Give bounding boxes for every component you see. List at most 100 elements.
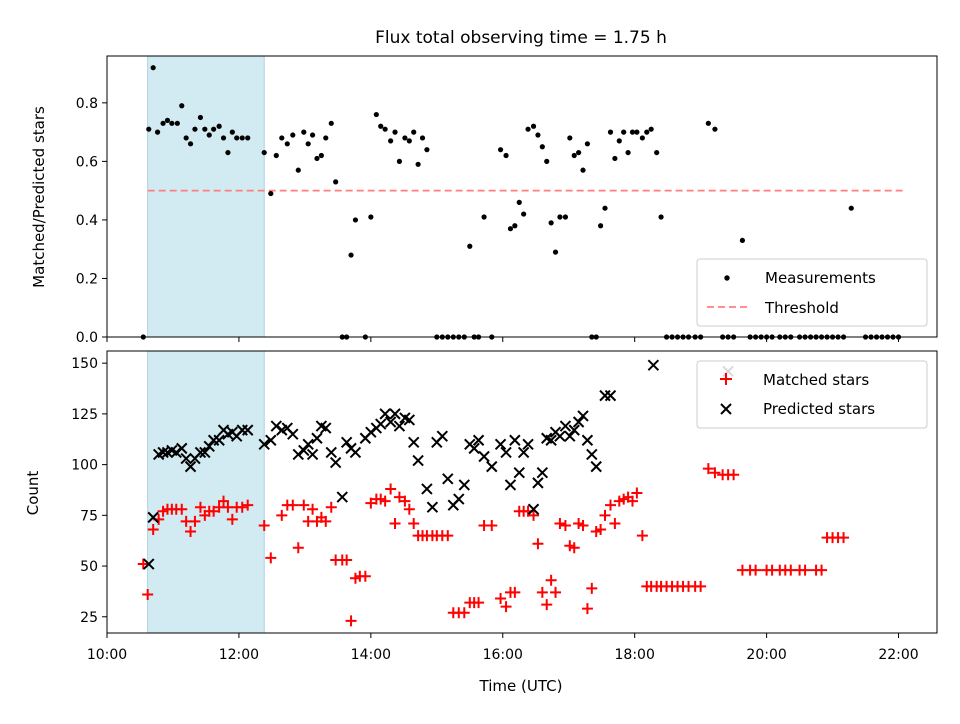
measurement-point: [616, 138, 622, 144]
matched-star-point: [609, 517, 621, 529]
measurement-point: [607, 129, 614, 135]
measurement-point: [179, 103, 185, 109]
measurement-point: [187, 141, 194, 147]
matched-star-point: [320, 515, 332, 527]
predicted-star-point: [176, 442, 188, 455]
matched-star-point: [545, 574, 557, 586]
predicted-star-point: [258, 438, 270, 451]
measurement-point: [396, 158, 403, 164]
measurement-point: [368, 214, 374, 220]
measurement-point: [548, 220, 554, 226]
measurement-point: [584, 141, 591, 147]
measurement-point: [333, 179, 339, 185]
predicted-star-point: [180, 452, 192, 465]
bottom-y-axis-label: Count: [24, 471, 42, 516]
predicted-star-point: [500, 446, 512, 459]
measurement-point: [245, 135, 251, 141]
matched-star-point: [604, 499, 616, 511]
legend-matched-label: Matched stars: [763, 371, 869, 389]
bottom-legend: Matched stars Predicted stars: [696, 360, 928, 429]
measurement-point: [411, 129, 417, 135]
measurement-point: [406, 138, 412, 144]
bottom-x-tick-label: 18:00: [615, 647, 655, 663]
top-legend-box: [696, 258, 928, 327]
matched-star-point: [541, 599, 553, 611]
legend-threshold-label: Threshold: [764, 299, 839, 317]
predicted-star-point: [184, 460, 197, 473]
measurement-point: [164, 117, 171, 123]
measurement-point: [539, 144, 545, 150]
predicted-star-point: [298, 444, 310, 457]
matched-star-point: [486, 519, 498, 531]
matched-star-point: [626, 495, 638, 507]
predicted-star-point: [384, 416, 397, 428]
matched-star-point: [176, 503, 188, 515]
measurement-point: [530, 123, 537, 129]
predicted-star-point: [379, 408, 391, 420]
matched-star-point: [276, 509, 288, 521]
bottom-legend-box: [696, 360, 928, 429]
measurement-point: [544, 158, 550, 164]
measurement-point: [169, 120, 175, 126]
predicted-star-point: [320, 422, 332, 434]
legend-measurements-label: Measurements: [765, 269, 876, 287]
measurement-point: [557, 214, 563, 220]
predicted-star-point: [522, 438, 534, 451]
measurement-point: [305, 141, 311, 147]
predicted-star-point: [577, 410, 589, 422]
matched-star-point: [599, 509, 611, 521]
matched-star-point: [595, 524, 607, 536]
top-y-tick-label: 0.8: [76, 96, 98, 112]
measurement-point: [639, 135, 645, 141]
measurement-point: [295, 167, 301, 173]
predicted-star-point: [329, 456, 342, 469]
matched-star-point: [636, 530, 648, 542]
bottom-y-axis: 25 50 75 100 125 150: [71, 356, 107, 626]
matched-star-point: [359, 570, 371, 582]
predicted-star-point: [393, 420, 406, 432]
bottom-x-tick-label: 20:00: [746, 647, 786, 663]
predicted-star-point: [504, 479, 517, 491]
measurement-point: [516, 199, 522, 205]
predicted-star-point: [426, 501, 439, 513]
measurement-point: [279, 135, 285, 141]
predicted-star-point: [403, 414, 416, 426]
predicted-star-point: [336, 491, 348, 503]
measurement-point: [388, 138, 394, 144]
bottom-shaded-interval: [147, 350, 265, 634]
matched-star-point: [586, 582, 598, 594]
predicted-star-point: [412, 454, 424, 467]
predicted-star-point: [458, 479, 470, 491]
matched-star-point: [258, 519, 270, 531]
measurement-point: [373, 111, 379, 118]
matched-star-point: [577, 519, 589, 531]
measurement-point: [419, 135, 426, 141]
measurement-point: [654, 149, 660, 156]
bottom-y-tick-label: 100: [71, 458, 98, 474]
measurement-point: [658, 214, 664, 220]
measurement-point: [225, 149, 231, 156]
predicted-star-point: [468, 442, 480, 455]
measurement-point: [705, 120, 711, 126]
matched-star-point: [403, 503, 415, 515]
matched-star-point: [495, 593, 507, 605]
predicted-star-point: [349, 446, 362, 459]
predicted-star-point: [389, 408, 401, 420]
top-y-tick-label: 0.2: [76, 271, 98, 287]
predicted-star-point: [265, 434, 277, 446]
predicted-stars-series: [143, 359, 734, 570]
predicted-star-point: [442, 473, 454, 485]
measurement-point: [197, 114, 204, 121]
measurement-point: [290, 132, 296, 138]
predicted-star-point: [340, 436, 353, 449]
measurement-point: [284, 141, 290, 147]
matched-star-point: [292, 542, 304, 554]
predicted-star-point: [170, 446, 182, 459]
predicted-star-point: [572, 416, 585, 428]
measurement-point: [648, 126, 654, 132]
predicted-star-point: [242, 424, 254, 436]
predicted-star-point: [157, 446, 169, 459]
bottom-y-tick-label: 150: [71, 356, 98, 372]
top-legend: Measurements Threshold: [696, 258, 928, 327]
